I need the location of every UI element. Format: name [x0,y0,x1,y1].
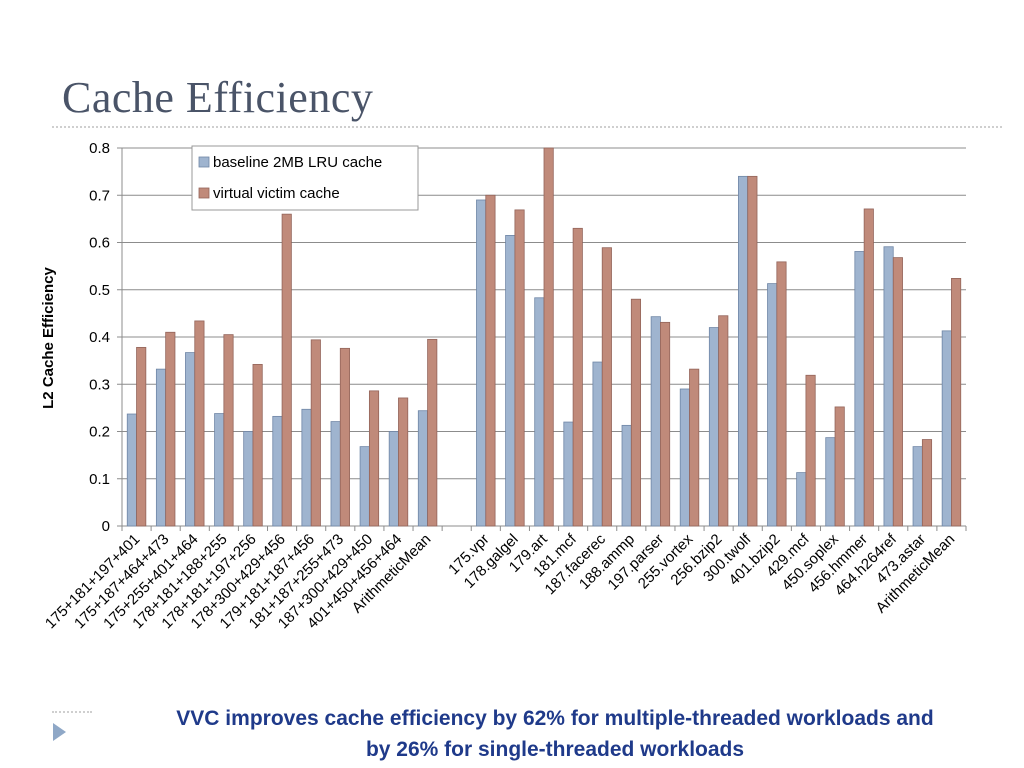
bar-vvc [427,338,438,527]
y-tick-label: 0.5 [89,282,110,299]
bar-vvc [398,397,409,527]
bar-baseline [214,413,225,527]
bar-baseline [563,421,574,527]
bar-baseline [650,316,661,527]
bar-vvc [136,346,147,527]
bar-baseline [912,446,923,527]
footer-divider [52,711,92,713]
bar-vvc [281,213,292,527]
bar-baseline [243,431,254,527]
bar-baseline [883,246,894,527]
y-tick-label: 0.6 [89,235,110,252]
title-divider [52,126,1002,128]
bar-vvc [165,331,176,527]
bar-vvc [339,347,350,527]
bar-baseline [359,446,370,527]
legend-box [191,145,419,211]
y-tick-label: 0.7 [89,187,110,204]
bar-vvc [863,208,874,527]
bar-baseline [738,175,749,527]
y-axis-label: L2 Cache Efficiency [40,266,57,408]
bullet-arrow-icon [53,723,66,741]
bar-vvc [485,194,496,527]
legend-swatch-baseline [198,156,210,168]
y-tick-label: 0.1 [89,471,110,488]
bar-baseline [679,388,690,527]
bar-baseline [505,235,516,527]
bar-baseline [155,368,167,527]
bar-vvc [689,368,700,527]
legend: baseline 2MB LRU cache virtual victim ca… [191,145,419,211]
legend-label-vvc: virtual victim cache [213,185,340,202]
bar-chart: 0 0.1 0.2 0.3 0.4 0.5 0.6 0.7 0.8 175+181+197+40… [40,140,967,632]
x-tick-labels: 175+181+197+401175+187+464+473175+255+40… [42,530,958,632]
bar-vvc [805,374,816,527]
footer-line-2: by 26% for single-threaded workloads [365,738,745,761]
y-tick-labels: 0 0.1 0.2 0.3 0.4 0.5 0.6 0.7 0.8 [89,140,110,535]
y-tick-label: 0 [102,518,110,535]
bar-baseline [767,283,778,527]
bar-vvc [921,439,933,527]
bar-baseline [592,361,603,527]
bar-baseline [185,352,196,527]
bar-vvc [747,175,758,527]
bar-baseline [301,408,312,527]
bar-vvc [572,227,583,527]
legend-swatch-vvc [198,187,210,199]
bar-vvc [194,320,205,527]
bar-baseline [388,431,399,527]
bar-vvc [834,406,845,527]
bar-baseline [272,415,283,527]
bar-baseline [941,330,952,527]
footer-caption: VVC improves cache efficiency by 62% for… [95,703,1015,765]
bar-vvc [368,390,380,527]
footer-line-1: VVC improves cache efficiency by 62% for… [176,707,934,730]
bar-vvc [310,339,321,527]
bar-baseline [854,251,865,527]
y-tick-label: 0.4 [89,329,110,346]
bar-vvc [951,278,962,527]
y-tick-label: 0.3 [89,376,110,393]
y-tick-label: 0.2 [89,424,110,441]
bar-vvc [660,321,671,527]
bar-baseline [796,472,807,527]
bar-vvc [776,261,787,527]
bar-vvc [543,147,554,527]
bars [126,147,962,527]
legend-label-baseline: baseline 2MB LRU cache [213,154,382,171]
bar-baseline [476,199,487,527]
slide-title: Cache Efficiency [62,73,374,122]
bar-baseline [621,424,632,527]
bar-baseline [126,413,137,527]
bar-vvc [601,247,612,527]
bar-baseline [417,410,428,527]
bar-vvc [223,334,234,527]
bar-baseline [825,437,836,527]
bar-baseline [534,297,545,527]
bar-vvc [892,257,903,527]
bar-vvc [718,315,729,527]
bar-vvc [252,363,263,527]
y-tick-label: 0.8 [89,140,110,157]
bar-vvc [630,298,642,527]
bar-vvc [514,209,525,527]
bar-baseline [708,327,720,527]
bar-baseline [330,421,341,527]
